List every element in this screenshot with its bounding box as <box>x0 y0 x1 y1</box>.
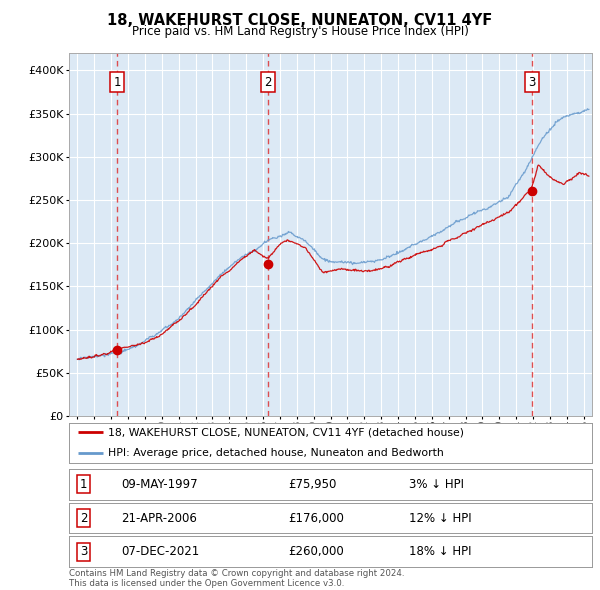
Text: 18% ↓ HPI: 18% ↓ HPI <box>409 545 472 558</box>
Text: 1: 1 <box>80 478 88 491</box>
Text: 1: 1 <box>113 76 121 88</box>
Text: 21-APR-2006: 21-APR-2006 <box>121 512 197 525</box>
Text: 09-MAY-1997: 09-MAY-1997 <box>121 478 198 491</box>
Text: 12% ↓ HPI: 12% ↓ HPI <box>409 512 472 525</box>
Text: £75,950: £75,950 <box>289 478 337 491</box>
Text: 2: 2 <box>265 76 272 88</box>
Text: 3: 3 <box>528 76 535 88</box>
Text: Price paid vs. HM Land Registry's House Price Index (HPI): Price paid vs. HM Land Registry's House … <box>131 25 469 38</box>
Text: 18, WAKEHURST CLOSE, NUNEATON, CV11 4YF: 18, WAKEHURST CLOSE, NUNEATON, CV11 4YF <box>107 13 493 28</box>
Text: 2: 2 <box>80 512 88 525</box>
Text: £260,000: £260,000 <box>289 545 344 558</box>
Text: Contains HM Land Registry data © Crown copyright and database right 2024.
This d: Contains HM Land Registry data © Crown c… <box>69 569 404 588</box>
Text: 18, WAKEHURST CLOSE, NUNEATON, CV11 4YF (detached house): 18, WAKEHURST CLOSE, NUNEATON, CV11 4YF … <box>108 427 464 437</box>
Text: 3: 3 <box>80 545 88 558</box>
Text: 3% ↓ HPI: 3% ↓ HPI <box>409 478 464 491</box>
Text: £176,000: £176,000 <box>289 512 344 525</box>
Text: 07-DEC-2021: 07-DEC-2021 <box>121 545 200 558</box>
Text: HPI: Average price, detached house, Nuneaton and Bedworth: HPI: Average price, detached house, Nune… <box>108 448 444 458</box>
